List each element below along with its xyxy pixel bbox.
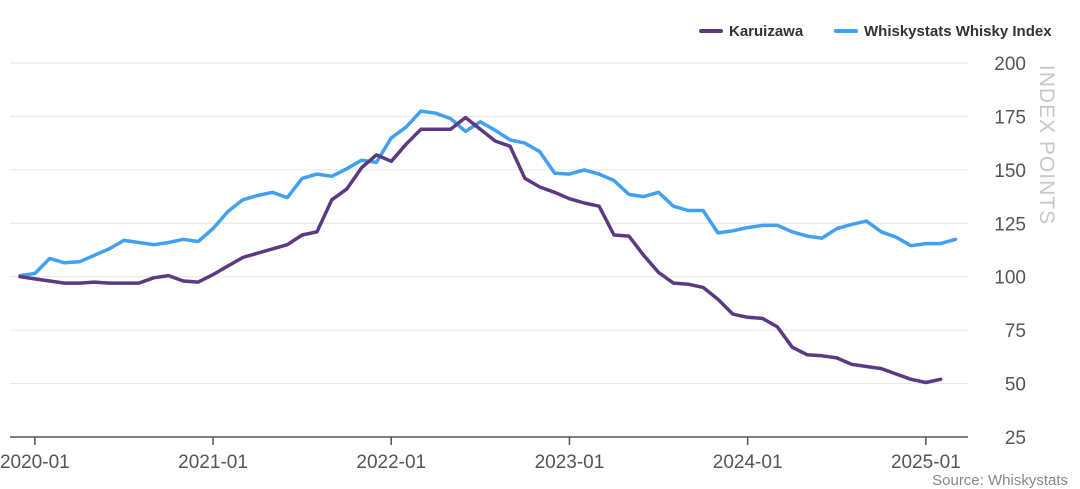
y-tick-label: 100: [994, 268, 1026, 289]
y-tick-label: 200: [994, 54, 1026, 75]
x-tick-label: 2022-01: [356, 452, 426, 473]
x-axis-ticks: 2020-01 2021-01 2022-01 2023-01 2024-01 2025-…: [0, 437, 961, 473]
y-tick-label: 175: [994, 107, 1026, 128]
legend-label-karuizawa: Karuizawa: [729, 23, 804, 40]
series-line-whisky-index: [18, 109, 958, 278]
y-tick-label: 150: [994, 161, 1026, 182]
y-tick-label: 75: [1005, 321, 1026, 342]
series-lines: [18, 109, 958, 385]
x-tick-label: 2024-01: [713, 452, 783, 473]
y-tick-label: 125: [994, 214, 1026, 235]
x-tick-label: 2021-01: [178, 452, 248, 473]
x-tick-label: 2020-01: [0, 452, 70, 473]
y-axis-title: INDEX POINTS: [1035, 65, 1058, 225]
y-tick-label: 50: [1005, 375, 1026, 396]
x-tick-label: 2023-01: [535, 452, 605, 473]
y-tick-label: 25: [1005, 428, 1026, 449]
source-credit: Source: Whiskystats: [932, 472, 1068, 489]
legend-label-whisky-index: Whiskystats Whisky Index: [864, 23, 1052, 40]
x-tick-label: 2025-01: [891, 452, 961, 473]
y-axis-ticks: 25 50 75 100 125 150 175 200: [994, 54, 1026, 449]
legend: Karuizawa Whiskystats Whisky Index: [699, 23, 1052, 40]
grid-lines: [10, 62, 968, 385]
series-line-karuizawa: [18, 115, 943, 385]
